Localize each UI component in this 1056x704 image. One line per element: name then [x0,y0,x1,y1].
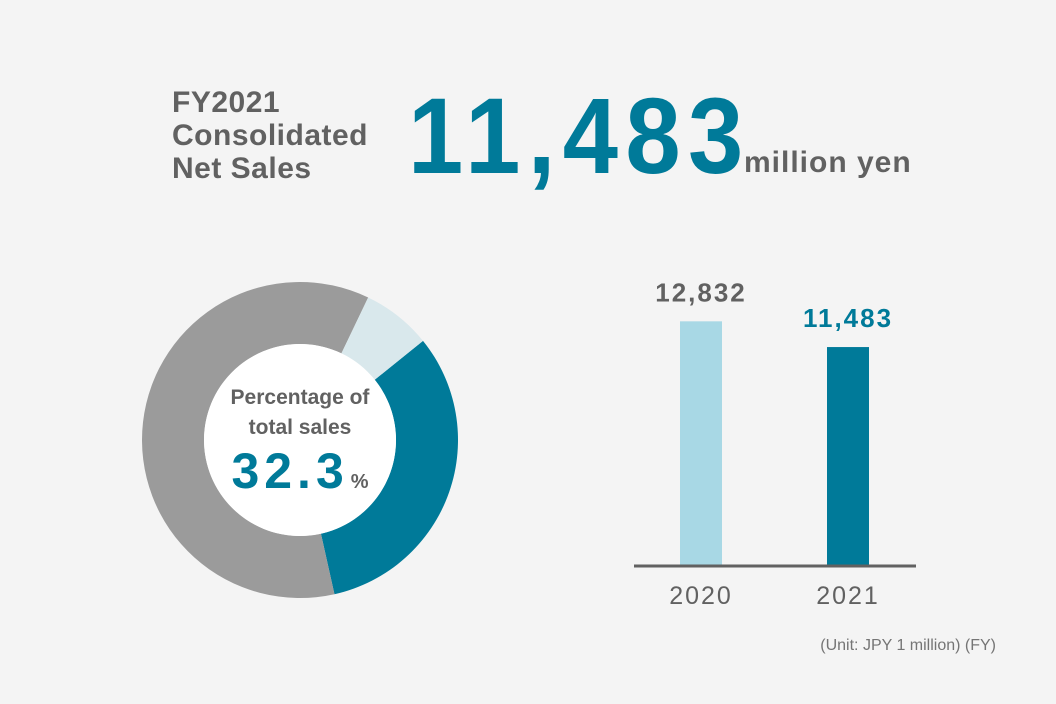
bar-2020 [680,321,722,566]
bar-value-label: 11,483 [803,303,893,333]
headline-label-line: FY2021 [172,86,281,119]
headline-label-line: Net Sales [172,152,312,185]
headline-value: 11,483 [408,75,751,196]
donut-label-line: total sales [248,416,352,439]
donut-segment [142,282,369,598]
unit-note: (Unit: JPY 1 million) (FY) [820,637,996,654]
donut-chart [142,282,459,598]
donut-value: 32.3 [231,443,349,499]
donut-hole [204,344,396,536]
donut-label-line: Percentage of [230,386,370,409]
bar-chart: 12,832 2020 11,483 2021 [634,277,916,610]
bar-2021 [827,347,869,566]
headline-label: FY2021 Consolidated Net Sales [172,86,368,185]
donut-unit: % [350,471,369,493]
headline-label-line: Consolidated [172,119,369,152]
donut-segment [320,340,459,595]
x-tick-label: 2021 [816,582,880,610]
bar-value-label: 12,832 [655,277,747,307]
headline-unit: million yen [744,146,912,179]
donut-value-row: 32.3% [205,442,395,500]
x-tick-label: 2020 [669,582,733,610]
donut-center-label: Percentage of total sales [205,383,395,443]
donut-segment [341,297,423,380]
